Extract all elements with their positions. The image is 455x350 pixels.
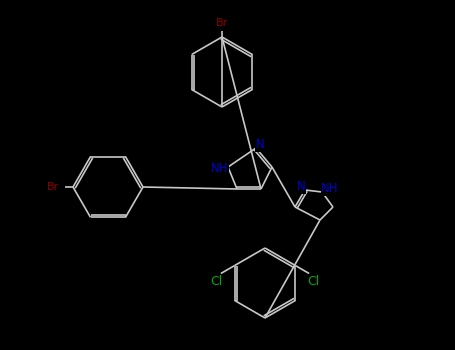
Text: Br: Br (216, 18, 228, 28)
Text: Cl: Cl (211, 275, 223, 288)
Text: NH: NH (211, 162, 229, 175)
Text: N: N (256, 139, 264, 152)
Text: Br: Br (47, 182, 59, 192)
Text: Cl: Cl (307, 275, 319, 288)
Text: NH: NH (321, 182, 339, 196)
Text: N: N (297, 181, 305, 194)
